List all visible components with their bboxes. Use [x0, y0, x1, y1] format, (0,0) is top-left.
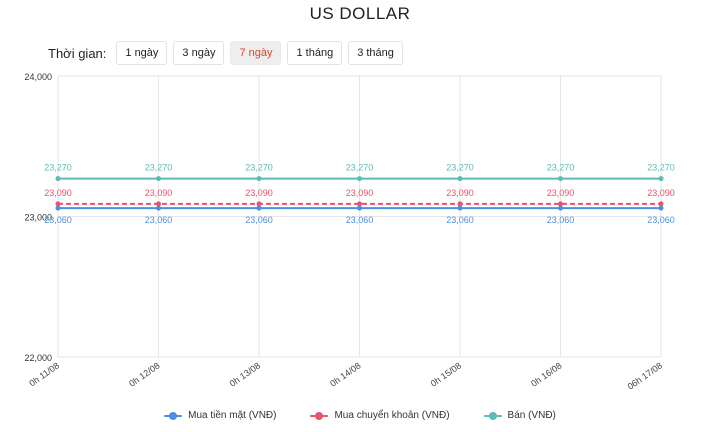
data-label: 23,060: [145, 215, 173, 225]
period-button-3-months[interactable]: 3 tháng: [348, 41, 403, 65]
legend-swatch-cash-buy: [164, 411, 183, 421]
data-point[interactable]: [357, 205, 362, 211]
legend-swatch-sell: [483, 411, 502, 421]
data-point[interactable]: [55, 205, 61, 211]
data-label: 23,270: [145, 163, 173, 173]
data-point[interactable]: [156, 205, 161, 211]
data-point[interactable]: [658, 201, 664, 207]
x-tick-label: 0h 16/08: [529, 360, 563, 388]
legend-label-transfer-buy: Mua chuyển khoản (VNĐ): [334, 410, 450, 421]
data-label: 23,090: [245, 188, 273, 198]
data-label: 23,090: [647, 188, 675, 198]
data-point[interactable]: [156, 176, 161, 182]
x-tick-label: 06h 17/08: [626, 360, 665, 391]
period-label: Thời gian:: [48, 45, 107, 61]
x-tick-label: 0h 15/08: [429, 360, 463, 388]
data-label: 23,060: [647, 215, 675, 225]
data-label: 23,060: [547, 215, 575, 225]
legend-item-sell[interactable]: Bán (VNĐ): [483, 410, 556, 421]
y-tick-label: 24,000: [24, 72, 52, 82]
data-point[interactable]: [55, 176, 61, 182]
line-chart: 22,000 23,000 24,000 0h 11/08 0h 12/08 0h 13/…: [24, 72, 675, 392]
data-point[interactable]: [457, 176, 463, 182]
legend-item-transfer-buy[interactable]: Mua chuyển khoản (VNĐ): [310, 410, 450, 421]
data-point[interactable]: [357, 176, 362, 182]
legend-label-sell: Bán (VNĐ): [507, 410, 556, 421]
data-label: 23,090: [547, 188, 575, 198]
y-tick-label: 22,000: [24, 353, 52, 363]
data-label: 23,090: [44, 188, 72, 198]
legend-label-cash-buy: Mua tiền mặt (VNĐ): [188, 410, 277, 421]
data-point[interactable]: [658, 205, 664, 211]
data-point[interactable]: [558, 176, 563, 182]
data-point[interactable]: [256, 176, 262, 182]
x-tick-label: 0h 14/08: [328, 360, 362, 388]
data-point[interactable]: [558, 201, 563, 207]
data-point[interactable]: [256, 201, 262, 207]
data-point[interactable]: [357, 201, 362, 207]
data-label: 23,270: [446, 163, 474, 173]
data-point[interactable]: [457, 201, 463, 207]
data-point[interactable]: [156, 201, 161, 207]
period-selector: Thời gian: 1 ngày 3 ngày 7 ngày 1 tháng …: [48, 40, 403, 66]
period-button-1-day[interactable]: 1 ngày: [116, 41, 168, 65]
data-label: 23,090: [346, 188, 374, 198]
x-tick-label: 0h 11/08: [27, 360, 61, 388]
data-label: 23,270: [44, 163, 72, 173]
chart-title: US DOLLAR: [309, 4, 411, 23]
data-label: 23,060: [44, 215, 72, 225]
data-point[interactable]: [457, 205, 463, 211]
data-point[interactable]: [658, 176, 664, 182]
data-label: 23,270: [245, 163, 273, 173]
data-label: 23,060: [245, 215, 273, 225]
data-label: 23,090: [145, 188, 173, 198]
data-point[interactable]: [256, 205, 262, 211]
data-label: 23,060: [346, 215, 374, 225]
data-label: 23,060: [446, 215, 474, 225]
period-button-7-days[interactable]: 7 ngày: [230, 41, 282, 65]
period-button-1-month[interactable]: 1 tháng: [287, 41, 343, 65]
y-tick-label: 23,000: [24, 213, 52, 223]
data-label: 23,270: [647, 163, 675, 173]
chart-legend: Mua tiền mặt (VNĐ) Mua chuyển khoản (VNĐ…: [0, 410, 720, 421]
legend-item-cash-buy[interactable]: Mua tiền mặt (VNĐ): [164, 410, 276, 421]
x-tick-label: 0h 13/08: [228, 360, 262, 388]
data-point[interactable]: [558, 205, 563, 211]
data-label: 23,270: [547, 163, 575, 173]
legend-swatch-transfer-buy: [310, 411, 329, 421]
x-tick-label: 0h 12/08: [127, 360, 161, 388]
data-label: 23,090: [446, 188, 474, 198]
period-button-3-days[interactable]: 3 ngày: [173, 41, 225, 65]
data-point[interactable]: [55, 201, 61, 207]
data-label: 23,270: [346, 163, 374, 173]
